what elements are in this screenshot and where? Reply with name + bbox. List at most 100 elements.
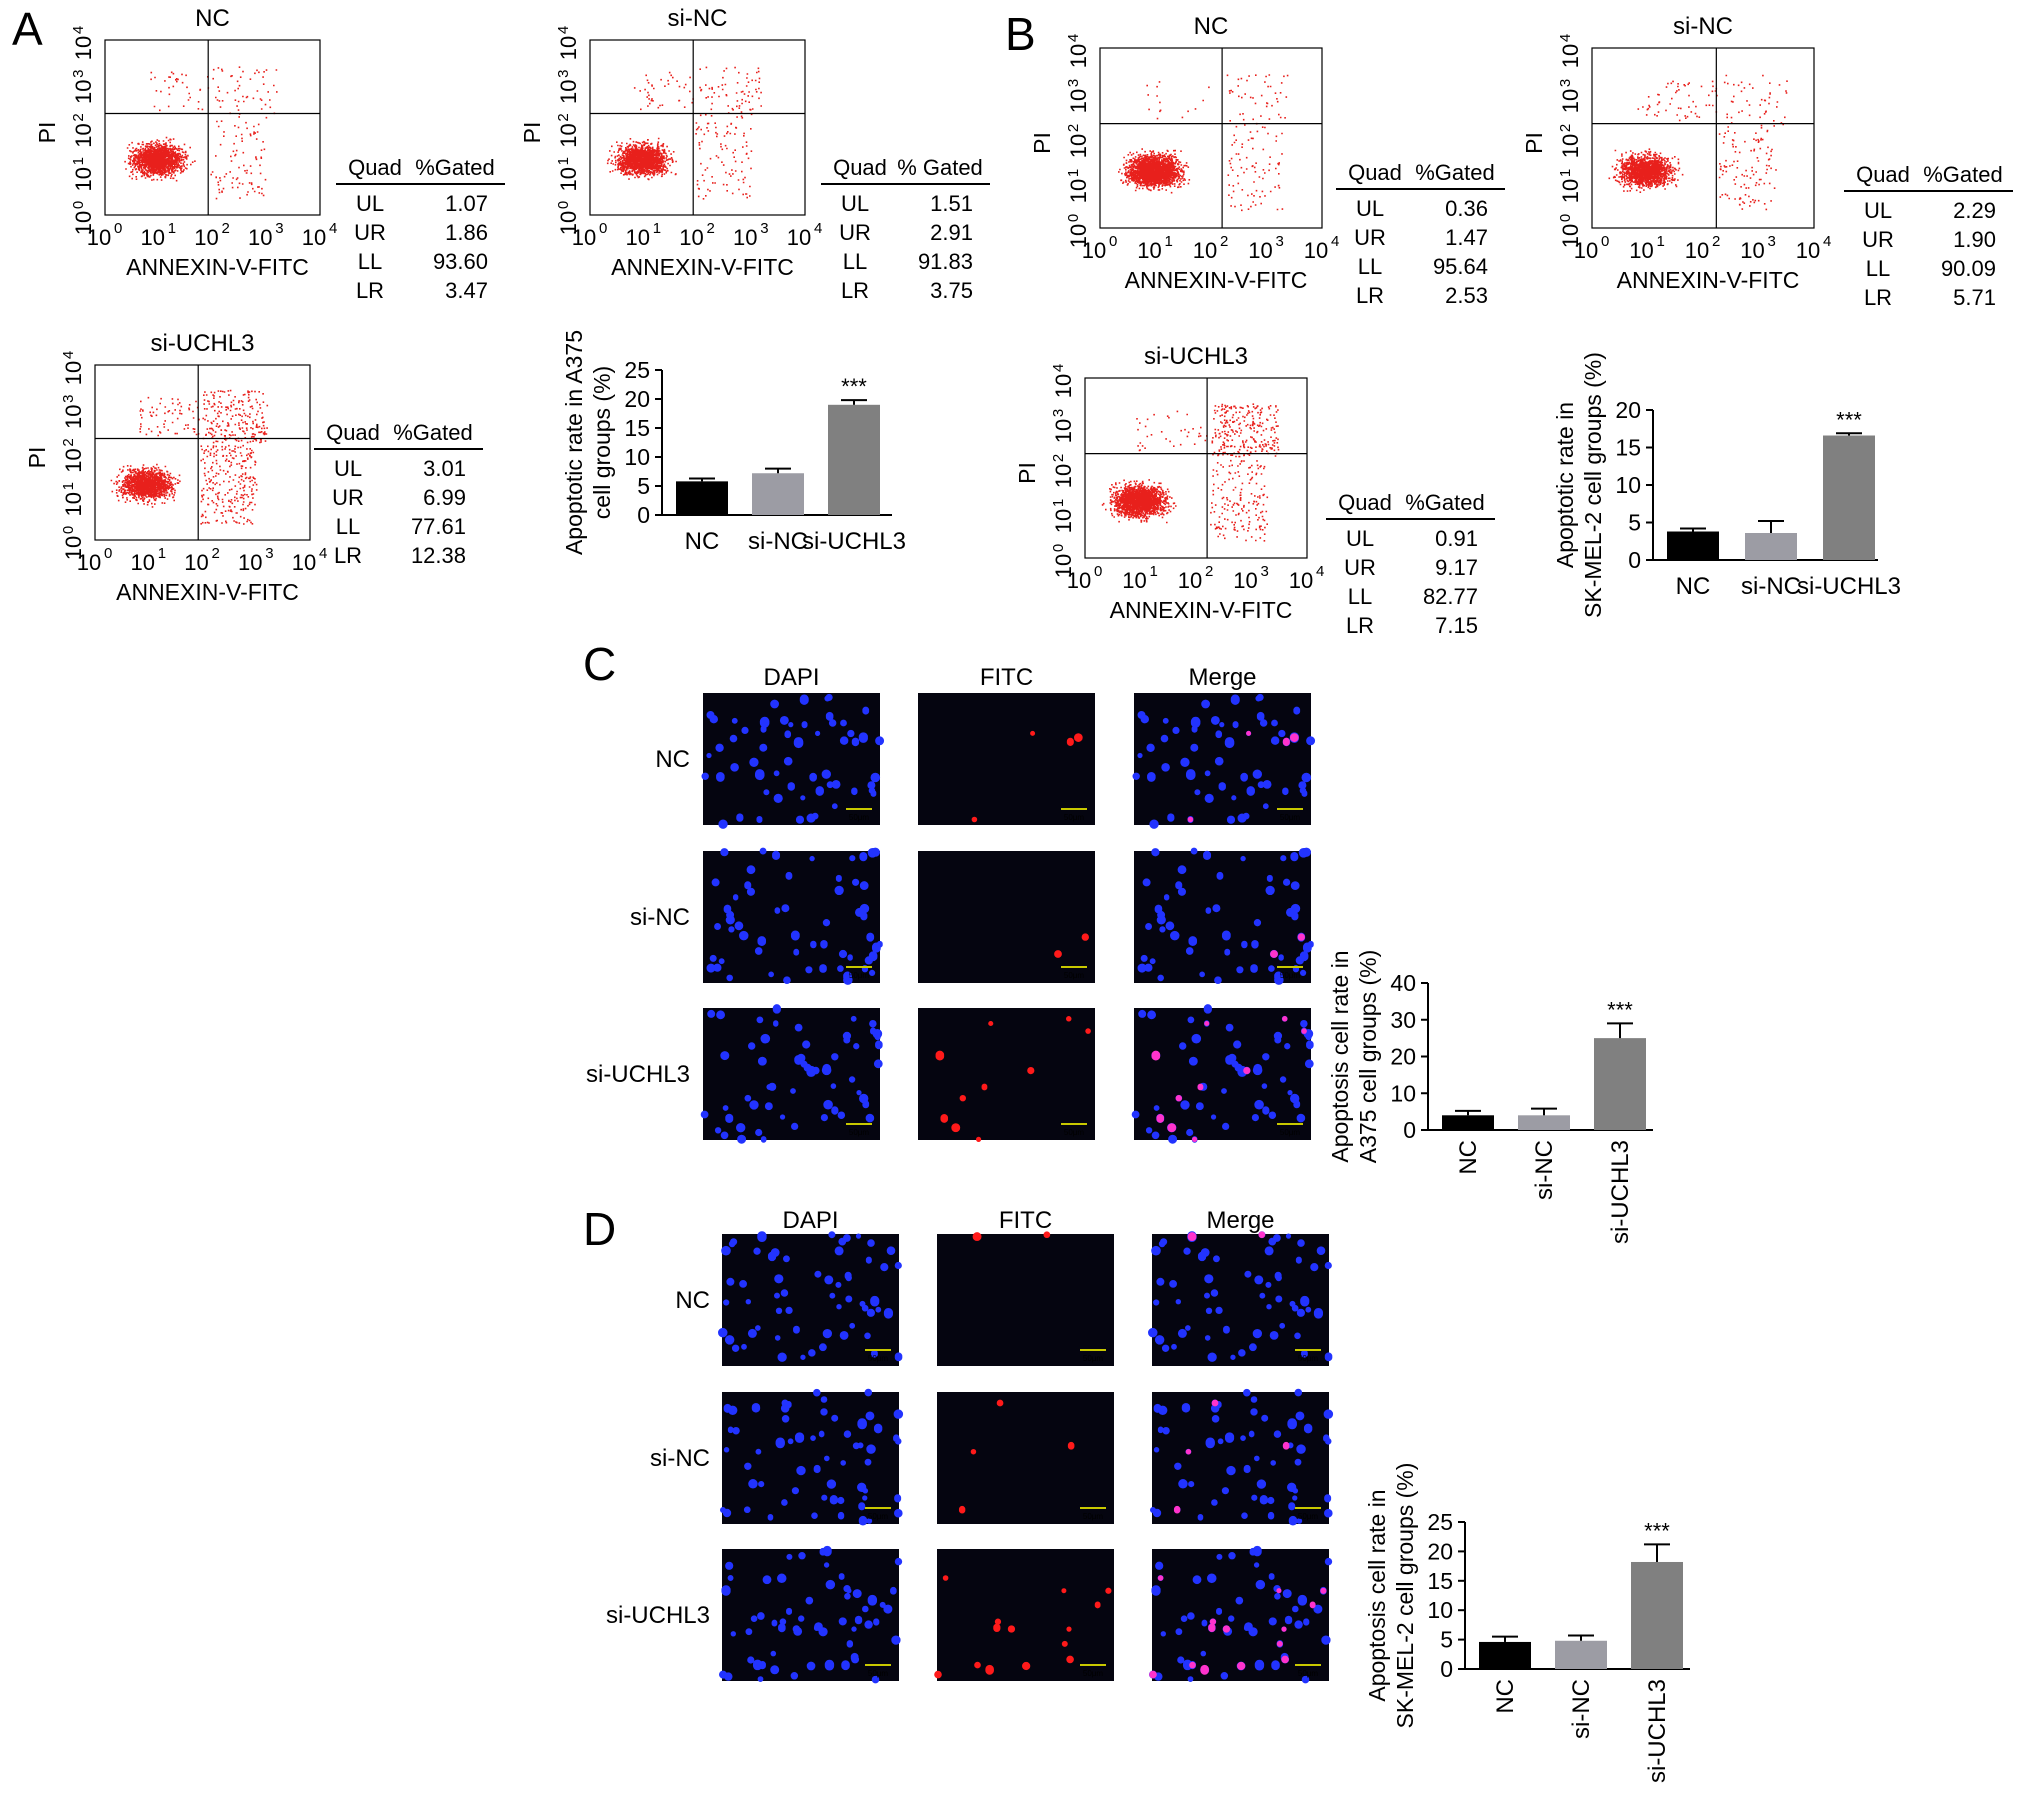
y-tick-label: 5 <box>1440 1627 1453 1653</box>
micrograph-background <box>937 1549 1114 1681</box>
bar-si-nc <box>1745 533 1797 560</box>
x-tick-exponent: 4 <box>814 220 822 237</box>
scale-bar-label: 50μm <box>849 971 870 980</box>
x-tick-exponent: 2 <box>1205 563 1213 580</box>
x-tick-exponent: 2 <box>222 220 230 237</box>
gated-value: 77.61 <box>411 514 466 539</box>
bar-si-nc <box>752 473 804 515</box>
category-label: NC <box>685 528 720 555</box>
y-tick-exponent: 1 <box>1050 499 1067 507</box>
gated-table: Quad %Gated UL 3.01 UR 6.99 LL 77.61 LR 12.38 <box>314 420 483 568</box>
y-tick-label: 20 <box>1427 1538 1453 1564</box>
y-tick-label: 10 <box>1558 134 1583 158</box>
quad-name: LR <box>356 278 384 303</box>
flow-plot-title: si-NC <box>668 5 728 32</box>
panel-letter-c: C <box>583 638 616 690</box>
micrograph-background <box>918 693 1095 825</box>
gated-value: 0.36 <box>1445 196 1488 221</box>
bar-nc <box>676 481 728 515</box>
bar-nc <box>1442 1115 1494 1130</box>
significance-marker: *** <box>1644 1518 1670 1543</box>
flow-dot-cloud <box>606 66 762 200</box>
bar-si-nc <box>1555 1640 1607 1669</box>
y-tick-label: 0 <box>637 502 650 528</box>
quad-name: UR <box>1344 555 1376 580</box>
micrograph-dapi-nc: 50μm <box>701 693 885 829</box>
quad-name: LR <box>841 278 869 303</box>
dapi-nuclei <box>700 1004 883 1144</box>
bar-chart-d: 0 5 10 15 20 25 NC si-NC *** si-UCHL3 Apoptosis ce… <box>1364 1463 1690 1783</box>
x-tick-exponent: 3 <box>1276 233 1284 250</box>
micrograph-background <box>1152 1234 1329 1366</box>
scale-bar-label: 50μm <box>849 813 870 822</box>
scale-bar-label: 50μm <box>1064 971 1085 980</box>
bar-si-uchl3 <box>1594 1038 1646 1130</box>
quad-name: LR <box>1346 613 1374 638</box>
x-tick-exponent: 4 <box>1823 233 1831 250</box>
y-tick-exponent: 2 <box>555 113 572 121</box>
y-axis-label: PI <box>519 122 545 144</box>
scale-bar-label: 50μm <box>1298 1354 1319 1363</box>
column-header: FITC <box>999 1207 1052 1234</box>
y-tick-label: 10 <box>556 123 581 147</box>
quad-name: UL <box>1356 196 1384 221</box>
category-label: si-NC <box>1741 573 1801 600</box>
table-header-gated: %Gated <box>415 155 495 180</box>
y-tick-label: 10 <box>61 361 86 385</box>
gated-table: Quad %Gated UL 0.91 UR 9.17 LL 82.77 LR 7.15 <box>1326 490 1495 638</box>
quad-name: LL <box>1348 584 1372 609</box>
x-tick-label: 10 <box>87 225 111 250</box>
scale-bar-label: 50μm <box>1280 813 1301 822</box>
y-axis-label: Apoptotic rate in <box>1552 402 1578 568</box>
quad-name: LL <box>1358 254 1382 279</box>
quad-name: LR <box>1864 285 1892 310</box>
y-axis-label: cell groups (%) <box>589 366 615 519</box>
gated-value: 1.90 <box>1953 227 1996 252</box>
dapi-nuclei <box>1131 1004 1314 1144</box>
dapi-nuclei <box>1137 847 1314 985</box>
x-axis-label: ANNEXIN-V-FITC <box>116 579 299 605</box>
x-tick-label: 10 <box>626 225 650 250</box>
dapi-nuclei <box>1148 1231 1333 1362</box>
x-tick-exponent: 0 <box>599 220 607 237</box>
flow-dots <box>1608 74 1788 211</box>
y-axis-label: PI <box>1029 132 1055 154</box>
x-axis-label: ANNEXIN-V-FITC <box>1125 267 1308 293</box>
micrograph-merge-nc: 50μm <box>1132 693 1316 829</box>
flow-plot-frame <box>1591 47 1815 229</box>
scale-bar-label: 50μm <box>868 1669 889 1678</box>
micrograph-fitc-nc: 50μm <box>937 1231 1114 1366</box>
y-tick-label: 0 <box>1628 547 1641 573</box>
y-axis-label: Apoptotic rate in A375 <box>561 330 587 555</box>
scale-bar-label: 50μm <box>1083 1512 1104 1521</box>
y-tick-label: 20 <box>1390 1044 1416 1070</box>
y-tick-exponent: 4 <box>555 26 572 34</box>
y-tick-exponent: 3 <box>70 70 87 78</box>
column-header: DAPI <box>782 1207 838 1234</box>
fitc-apoptotic-cells <box>971 730 1083 823</box>
y-tick-exponent: 3 <box>1050 409 1067 417</box>
x-axis-label: ANNEXIN-V-FITC <box>1617 267 1800 293</box>
y-tick-label: 10 <box>1051 509 1076 533</box>
table-header-gated: %Gated <box>1415 160 1495 185</box>
y-tick-exponent: 4 <box>70 26 87 34</box>
dapi-nuclei <box>718 1231 903 1362</box>
bar-nc <box>1479 1641 1531 1669</box>
table-header-quad: Quad <box>1856 162 1910 187</box>
bar-si-nc <box>1518 1115 1570 1130</box>
x-tick-label: 10 <box>1248 238 1272 263</box>
bar-chart-a: 0 5 10 15 20 25 NC si-NC *** si-UCHL3 Apoptotic ra… <box>561 330 906 555</box>
micrograph-background <box>918 851 1095 983</box>
x-tick-label: 10 <box>1289 568 1313 593</box>
gated-value: 91.83 <box>918 249 973 274</box>
column-header: Merge <box>1206 1207 1274 1234</box>
y-tick-label: 40 <box>1390 970 1416 996</box>
y-tick-label: 10 <box>1066 224 1091 248</box>
x-tick-label: 10 <box>131 550 155 575</box>
dapi-nuclei <box>701 693 885 829</box>
micrograph-dapi-si-nc: 50μm <box>703 847 883 985</box>
x-tick-label: 10 <box>1740 238 1764 263</box>
y-tick-exponent: 3 <box>60 395 77 403</box>
